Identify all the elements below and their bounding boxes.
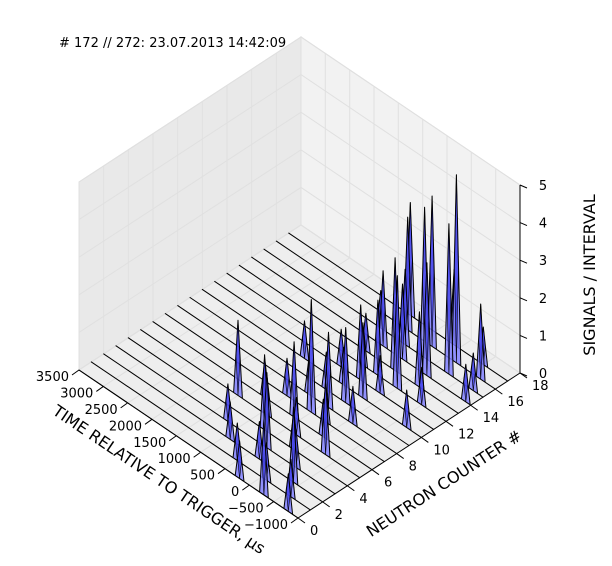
peak-mark — [309, 299, 314, 413]
x-tick-mark — [169, 435, 177, 442]
y-tick-label: 6 — [384, 476, 392, 491]
y-tick-label: 16 — [507, 395, 524, 410]
z-tick-label: 0 — [539, 367, 547, 382]
x-tick-label: 1000 — [158, 452, 191, 467]
y-tick-mark — [396, 453, 404, 459]
z-tick-mark — [519, 184, 528, 189]
x-tick-label: 3500 — [36, 370, 69, 385]
y-tick-mark — [495, 388, 503, 395]
grid-line-z — [78, 111, 521, 261]
y-axis-line — [297, 372, 521, 519]
x-tick-mark — [71, 369, 80, 376]
peak-mark — [237, 440, 242, 479]
peak-mark — [323, 379, 328, 455]
x-tick-mark — [217, 468, 226, 475]
y-tick-label: 0 — [310, 524, 318, 539]
y-tick-mark — [322, 501, 330, 508]
z-tick-mark — [519, 259, 528, 264]
y-tick-mark — [371, 469, 380, 476]
peak-mark — [478, 303, 484, 380]
grid-line-z — [78, 36, 521, 186]
peak-mark — [454, 174, 459, 363]
z-tick-label: 1 — [539, 329, 547, 344]
x-tick-label: 1500 — [133, 436, 166, 451]
z-tick-mark — [519, 334, 528, 339]
x-tick-label: 2000 — [109, 419, 142, 434]
peak-mark — [227, 401, 233, 440]
x-tick-mark — [120, 402, 128, 409]
peak-mark — [380, 270, 386, 347]
peak-mark — [235, 320, 241, 396]
z-tick-mark — [519, 297, 528, 302]
peak-mark — [261, 419, 267, 496]
x-tick-label: 3000 — [60, 386, 93, 401]
peak-mark — [404, 389, 410, 428]
x-tick-label: −500 — [228, 502, 264, 517]
chart-title: # 172 // 272: 23.07.2013 14:42:09 — [59, 36, 287, 51]
x-tick-mark — [96, 386, 104, 392]
peak-mark — [285, 473, 291, 512]
peak-mark — [377, 355, 383, 394]
x-tick-mark — [144, 418, 153, 425]
peak-mark — [424, 262, 430, 376]
z-tick-label: 4 — [539, 217, 547, 232]
peak-mark — [463, 364, 469, 402]
peak-mark — [470, 352, 476, 391]
z-tick-label: 5 — [539, 179, 547, 194]
peak-mark — [395, 275, 400, 389]
y-tick-label: 18 — [532, 379, 549, 394]
x-tick-mark — [193, 451, 201, 458]
peak-mark — [264, 372, 270, 448]
y-tick-mark — [421, 437, 429, 443]
peak-mark — [257, 421, 262, 460]
y-tick-label: 10 — [433, 443, 450, 458]
peak-mark — [291, 341, 297, 418]
y-tick-mark — [297, 517, 306, 524]
peak-mark — [375, 300, 381, 376]
peak-mark — [417, 311, 422, 388]
peak-mark — [429, 195, 435, 347]
z-tick-mark — [519, 372, 528, 377]
data-surfaces — [78, 174, 509, 519]
z-axis-label: SIGNALS / INTERVAL — [580, 194, 599, 356]
y-tick-mark — [347, 485, 355, 492]
x-tick-label: 2500 — [85, 403, 118, 418]
peak-mark — [291, 406, 296, 483]
x-axis-line — [78, 369, 299, 519]
x-tick-label: 500 — [190, 469, 215, 484]
y-tick-label: 2 — [335, 508, 343, 523]
peak-mark — [400, 283, 405, 360]
peak-mark — [419, 367, 424, 405]
peak-mark — [350, 386, 356, 425]
y-tick-label: 12 — [458, 427, 475, 442]
y-tick-label: 8 — [409, 460, 417, 475]
z-tick-mark — [519, 222, 528, 227]
y-tick-label: 4 — [359, 492, 367, 507]
peak-mark — [446, 223, 452, 375]
z-tick-label: 2 — [539, 292, 547, 307]
peak-mark — [326, 332, 331, 408]
grid-line-z — [78, 73, 521, 224]
x-tick-mark — [290, 517, 299, 524]
peak-mark — [284, 358, 290, 396]
x-tick-mark — [242, 484, 250, 491]
x-tick-mark — [266, 501, 274, 507]
grid-line-z — [78, 149, 521, 299]
peak-mark — [360, 322, 366, 399]
peak-mark — [302, 320, 307, 359]
x-tick-label: −1000 — [244, 518, 288, 533]
z-tick-label: 3 — [539, 254, 547, 269]
x-tick-label: 0 — [231, 485, 239, 500]
peak-mark — [343, 327, 349, 403]
y-tick-mark — [445, 420, 454, 427]
y-tick-mark — [470, 404, 478, 411]
y-tick-label: 14 — [483, 411, 500, 426]
